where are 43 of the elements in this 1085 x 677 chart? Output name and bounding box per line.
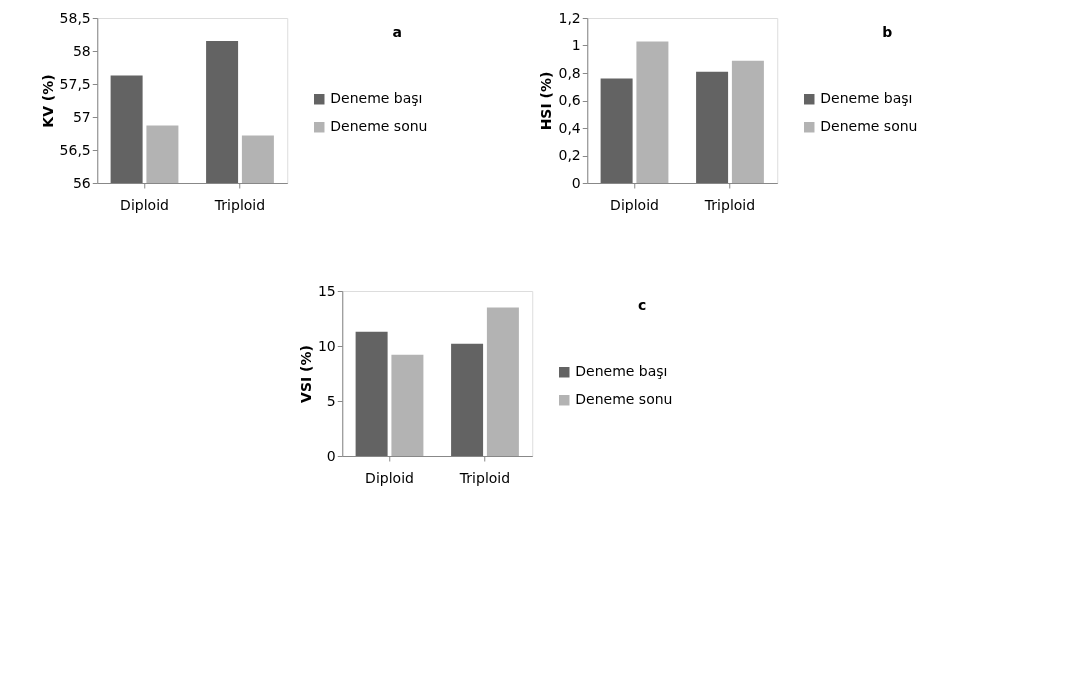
y-tick-label: 5: [326, 392, 336, 409]
x-tick-label: Triploid: [703, 196, 756, 213]
y-tick-label: 0,4: [558, 119, 581, 136]
y-tick-label: 58,5: [59, 9, 91, 26]
bar: [451, 343, 484, 456]
y-tick-label: 58: [72, 42, 91, 59]
y-tick-label: 0,8: [558, 64, 581, 81]
y-tick-label: 10: [317, 337, 336, 354]
y-axis-title: VSI (%): [297, 345, 314, 403]
y-tick-label: 0,6: [558, 92, 581, 108]
legend-label: Deneme sonu: [575, 391, 673, 408]
y-tick-label: 57: [72, 108, 91, 125]
legend-label: Deneme başı: [575, 363, 668, 380]
legend-label: Deneme sonu: [820, 118, 918, 135]
legend-label: Deneme başı: [820, 90, 913, 107]
y-axis-title: KV (%): [39, 74, 56, 128]
x-tick-label: Diploid: [610, 196, 659, 213]
bar: [696, 71, 729, 183]
y-axis-title: HSI (%): [538, 71, 555, 131]
y-tick-label: 0: [326, 447, 336, 464]
legend-label: Deneme başı: [330, 90, 423, 107]
y-tick-label: 0,2: [558, 147, 581, 163]
text: a: [392, 24, 402, 40]
y-tick-label: 56,5: [59, 141, 91, 158]
y-tick-label: 56: [72, 174, 91, 191]
bar: [391, 354, 424, 456]
y-tick-label: 57,5: [59, 75, 91, 92]
text: b: [882, 24, 893, 40]
bar: [636, 41, 669, 183]
x-tick-label: Triploid: [458, 469, 511, 486]
bar: [355, 331, 388, 456]
y-tick-label: 0: [571, 174, 581, 191]
bar: [731, 60, 764, 183]
bar: [600, 78, 633, 183]
y-tick-label: 15: [317, 282, 336, 299]
x-tick-label: Diploid: [365, 469, 414, 486]
bar: [486, 307, 519, 456]
legend-label: Deneme sonu: [330, 118, 428, 135]
x-tick-label: Diploid: [120, 196, 169, 213]
x-tick-label: Triploid: [213, 196, 266, 213]
text: c: [638, 297, 647, 313]
y-tick-label: 1,2: [558, 9, 581, 26]
y-tick-label: 1: [571, 37, 581, 53]
